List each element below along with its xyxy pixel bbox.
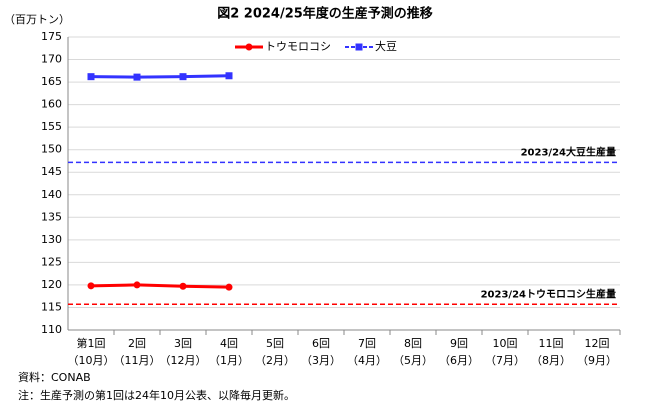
y-tick-label: 130 [41, 233, 62, 246]
marker [87, 73, 95, 81]
y-tick-label: 135 [41, 210, 62, 223]
x-tick-label: 7回 [358, 337, 376, 350]
marker [179, 73, 187, 81]
y-tick-label: 140 [41, 188, 62, 201]
marker [225, 283, 233, 291]
x-tick-sublabel: （2月） [255, 354, 295, 367]
x-tick-label: 第1回 [77, 336, 106, 350]
marker [179, 282, 187, 290]
x-tick-label: 5回 [266, 337, 284, 350]
x-tick-sublabel: （5月） [393, 354, 433, 367]
y-tick-label: 145 [41, 165, 62, 178]
x-tick-label: 6回 [312, 337, 330, 350]
x-tick-label: 8回 [404, 337, 422, 350]
x-tick-sublabel: （11月） [114, 354, 161, 367]
y-tick-label: 125 [41, 255, 62, 268]
legend-label: トウモロコシ [265, 40, 331, 53]
marker [225, 72, 233, 80]
legend-label: 大豆 [375, 39, 397, 53]
legend-marker [355, 43, 363, 51]
x-tick-sublabel: （8月） [531, 354, 571, 367]
x-tick-sublabel: （6月） [439, 354, 479, 367]
x-tick-label: 4回 [220, 337, 238, 350]
x-tick-sublabel: （7月） [485, 354, 525, 367]
x-tick-label: 9回 [450, 337, 468, 350]
y-tick-label: 165 [41, 75, 62, 88]
x-tick-sublabel: （4月） [347, 354, 387, 367]
y-tick-label: 150 [41, 143, 62, 156]
y-axis-label: （百万トン） [4, 13, 70, 26]
marker [133, 73, 141, 81]
y-tick-label: 110 [41, 323, 62, 336]
x-tick-label: 10回 [493, 337, 518, 350]
x-tick-label: 11回 [539, 337, 564, 350]
x-tick-label: 12回 [585, 337, 610, 350]
marker [133, 281, 141, 289]
y-tick-label: 175 [41, 30, 62, 43]
note: 資料：CONAB [18, 370, 91, 384]
x-tick-label: 2回 [128, 337, 146, 350]
y-tick-label: 155 [41, 120, 62, 133]
y-tick-label: 115 [41, 300, 62, 313]
series-line [90, 74, 230, 79]
reference-label: 2023/24大豆生産量 [521, 145, 616, 158]
note: 注：生産予測の第1回は24年10月公表、以降毎月更新。 [18, 388, 295, 402]
marker [87, 282, 95, 290]
x-tick-sublabel: （1月） [209, 354, 249, 367]
x-tick-sublabel: （12月） [160, 354, 207, 367]
y-tick-label: 160 [41, 98, 62, 111]
series-line [90, 283, 230, 289]
x-tick-label: 3回 [174, 337, 192, 350]
legend-marker [245, 43, 253, 51]
y-tick-label: 120 [41, 278, 62, 291]
reference-label: 2023/24トウモロコシ生産量 [481, 287, 616, 300]
x-tick-sublabel: （10月） [68, 354, 115, 367]
chart-title: 図2 2024/25年度の生産予測の推移 [217, 6, 433, 22]
y-tick-label: 170 [41, 53, 62, 66]
x-tick-sublabel: （9月） [577, 354, 617, 367]
x-tick-sublabel: （3月） [301, 354, 341, 367]
